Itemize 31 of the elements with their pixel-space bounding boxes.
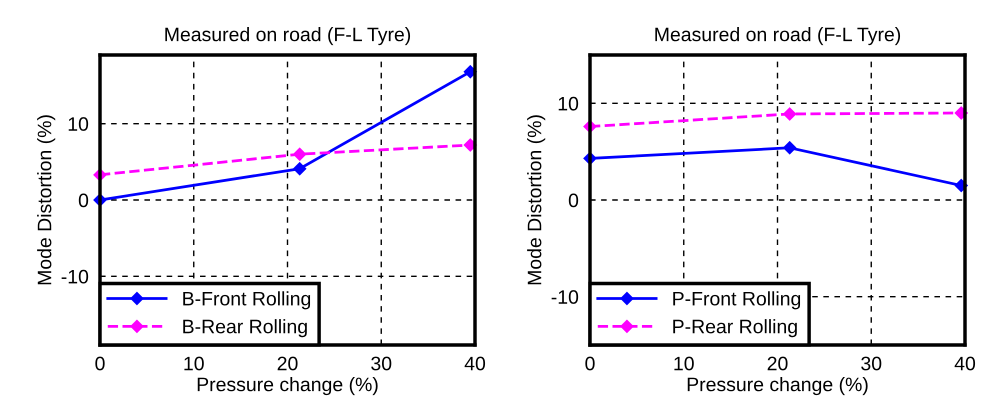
- point: [293, 162, 306, 176]
- point: [783, 141, 796, 154]
- y-tick-label: -10: [552, 290, 578, 304]
- x-tick-label: 10: [184, 356, 204, 370]
- x-tick-label: 20: [768, 356, 788, 370]
- y-tick-label: 10: [68, 117, 88, 131]
- point: [464, 138, 477, 152]
- x-tick-label: 0: [585, 356, 595, 370]
- y-tick-label: 10: [558, 96, 578, 111]
- legend-label: B-Rear Rolling: [183, 319, 307, 338]
- x-tick-label: 20: [278, 356, 298, 370]
- y-tick-label: 0: [78, 193, 88, 208]
- y-axis-title: Mode Distortion (%): [37, 115, 56, 284]
- legend-label: B-Front Rolling: [183, 291, 310, 310]
- legend-label: P-Rear Rolling: [673, 319, 797, 338]
- y-tick-label: 0: [568, 193, 578, 208]
- legend-label: P-Front Rolling: [673, 291, 800, 310]
- y-tick-label: -10: [62, 270, 88, 284]
- chart-title: Measured on road (F-L Tyre): [655, 27, 900, 46]
- y-axis-title: Mode Distortion (%): [527, 115, 546, 284]
- x-tick-label: 10: [674, 356, 694, 370]
- x-axis-title: Pressure change (%): [688, 377, 868, 396]
- x-tick-label: 30: [371, 356, 392, 370]
- x-tick-label: 0: [95, 356, 105, 370]
- x-tick-label: 30: [861, 356, 882, 370]
- x-tick-label: 40: [954, 356, 976, 370]
- x-tick-label: 40: [464, 356, 486, 370]
- x-axis-title: Pressure change (%): [198, 377, 378, 396]
- point: [293, 148, 306, 161]
- chart-title: Measured on road (F-L Tyre): [165, 27, 410, 46]
- point: [783, 107, 796, 121]
